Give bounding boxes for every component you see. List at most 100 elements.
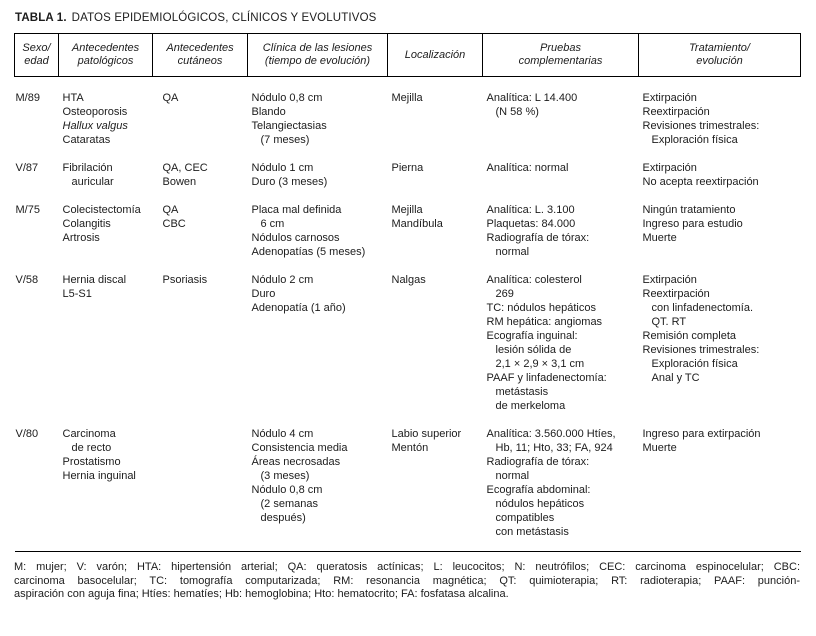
- cell-line: Revisiones trimestrales:: [642, 344, 760, 356]
- table-cell: Nódulo 4 cm Consistencia media Áreas necro…: [247, 427, 388, 552]
- cell-line: L5-S1: [62, 288, 92, 300]
- table-cell: V/87: [15, 161, 59, 203]
- cell-line: (N 58 %): [495, 106, 539, 118]
- cell-line: Radiografía de tórax:: [486, 232, 590, 244]
- cell-line: con linfadenectomía.: [651, 302, 754, 314]
- table-cell: Psoriasis: [153, 273, 248, 427]
- cell-line: Blando: [251, 106, 286, 118]
- cell-line: Analítica: L 14.400: [486, 92, 578, 104]
- column-header-line: Antecedentes: [71, 42, 140, 54]
- table-cell: Carcinoma de recto Prostatismo Hernia ingui…: [58, 427, 153, 552]
- cell-line: Nódulos carnosos: [251, 232, 340, 244]
- table-cell: Extirpación Reextirpación con linfadenecto…: [639, 273, 801, 427]
- cell-line: Nalgas: [391, 274, 426, 286]
- cell-line: Extirpación: [642, 162, 697, 174]
- table-cell: Analítica: L 14.400 (N 58 %): [483, 77, 639, 162]
- column-header-localizacion: Localización: [387, 33, 483, 77]
- cell-line: Ingreso para estudio: [642, 218, 743, 230]
- column-header-line: cutáneos: [177, 55, 223, 67]
- cell-line: Pierna: [391, 162, 424, 174]
- cell-line: Mentón: [391, 442, 429, 454]
- cell-line: con metástasis: [495, 526, 569, 538]
- cell-line: Áreas necrosadas: [251, 456, 341, 468]
- cell-line: Hb, 11; Hto, 33; FA, 924: [495, 442, 613, 454]
- paper-table-figure: TABLA 1. DATOS EPIDEMIOLÓGICOS, CLÍNICOS …: [14, 12, 801, 602]
- table-cell: Labio superior Mentón: [387, 427, 483, 552]
- cell-line: Ingreso para extirpación: [642, 428, 761, 440]
- cell-line: TC: nódulos hepáticos: [486, 302, 596, 314]
- table-cell: Analítica: L. 3.100 Plaquetas: 84.000 Radi…: [483, 203, 639, 273]
- column-header-line: Localización: [404, 48, 466, 61]
- data-table: Sexo/edad Antecedentes patológicos Antecede…: [14, 33, 801, 552]
- cell-line: Extirpación: [642, 92, 697, 104]
- cell-line: Labio superior: [391, 428, 462, 440]
- table-cell: Analítica: normal: [483, 161, 639, 203]
- cell-line: QA: [162, 92, 179, 104]
- column-header-clinica-lesiones: Clínica de las lesiones (tiempo de evoluc…: [247, 33, 388, 77]
- cell-line: Hernia discal: [62, 274, 127, 286]
- table-header: Sexo/edad Antecedentes patológicos Antecede…: [14, 33, 801, 77]
- table-cell: Ingreso para extirpación Muerte: [638, 427, 801, 552]
- table-cell: Nalgas: [388, 273, 483, 427]
- cell-line: Duro: [251, 288, 276, 300]
- column-header-tratamiento-evolucion: Tratamiento/evolución: [638, 33, 801, 77]
- cell-line: CBC: [162, 218, 186, 230]
- column-header-line: edad: [24, 55, 49, 67]
- column-header-line: patológicos: [77, 55, 134, 67]
- column-header-line: Tratamiento/: [689, 42, 750, 54]
- table-footnote: M: mujer; V: varón; HTA: hipertensión ar…: [14, 561, 800, 602]
- table-body: M/89 HTA Osteoporosis Hallux valgus Catarata…: [14, 77, 801, 552]
- column-header-line: Sexo/: [22, 42, 51, 54]
- cell-line: Plaquetas: 84.000: [486, 218, 576, 230]
- cell-line: Radiografía de tórax:: [486, 456, 590, 468]
- cell-line: Anal y TC: [651, 372, 700, 384]
- cell-line: M/89: [15, 92, 40, 104]
- cell-line: QA, CEC: [162, 162, 208, 174]
- cell-line: Nódulo 1 cm: [251, 162, 314, 174]
- cell-line: Hallux valgus: [62, 120, 128, 132]
- cell-line: nódulos hepáticos: [495, 498, 585, 510]
- cell-line: Nódulo 4 cm: [251, 428, 314, 440]
- cell-line: Colecistectomía: [62, 204, 141, 216]
- cell-line: PAAF y linfadenectomía:: [486, 372, 607, 384]
- cell-line: Nódulo 2 cm: [251, 274, 314, 286]
- table-cell: [152, 427, 248, 552]
- table-caption: DATOS EPIDEMIOLÓGICOS, CLÍNICOS Y EVOLUT…: [71, 12, 377, 24]
- table-cell: V/80: [14, 427, 59, 552]
- column-header-pruebas-complementarias: Pruebas complementarias: [482, 33, 639, 77]
- cell-line: Nódulo 0,8 cm: [251, 484, 323, 496]
- cell-line: Analítica: 3.560.000 Htíes,: [486, 428, 616, 440]
- cell-line: 2,1 × 2,9 × 3,1 cm: [495, 358, 585, 370]
- table-cell: V/58: [15, 273, 59, 427]
- cell-line: V/80: [15, 428, 39, 440]
- column-header-antecedentes-patologicos: Antecedentes patológicos: [58, 33, 153, 77]
- cell-line: 269: [495, 288, 514, 300]
- table-cell: QA, CEC Bowen: [153, 161, 248, 203]
- cell-line: Revisiones trimestrales:: [642, 120, 760, 132]
- cell-line: Mejilla: [391, 92, 423, 104]
- table-header-row: Sexo/edad Antecedentes patológicos Antecede…: [14, 33, 801, 77]
- cell-line: Reextirpación: [642, 288, 710, 300]
- table-cell: M/89: [15, 77, 59, 162]
- cell-line: Analítica: L. 3.100: [486, 204, 575, 216]
- column-header-sexo-edad: Sexo/edad: [14, 33, 59, 77]
- cell-line: Ecografía inguinal:: [486, 330, 578, 342]
- column-header-line: Clínica de las lesiones: [262, 42, 373, 54]
- cell-line: de merkeloma: [495, 400, 566, 412]
- cell-line: Placa mal definida: [251, 204, 342, 216]
- table-cell: Nódulo 0,8 cm Blando Telangiectasias (7 mes…: [248, 77, 388, 162]
- footnote-line: carcinoma basocelular; TC: tomografía co…: [14, 574, 800, 587]
- cell-line: después): [260, 512, 306, 524]
- cell-line: normal: [495, 470, 530, 482]
- cell-line: auricular: [71, 176, 114, 188]
- cell-line: Muerte: [642, 442, 677, 454]
- table-cell: Extirpación Reextirpación Revisiones trime…: [639, 77, 801, 162]
- column-header-antecedentes-cutaneos: Antecedentes cutáneos: [152, 33, 248, 77]
- cell-line: Mandíbula: [391, 218, 443, 230]
- table-cell: M/75: [15, 203, 59, 273]
- cell-line: Artrosis: [62, 232, 100, 244]
- cell-line: Carcinoma: [62, 428, 116, 440]
- column-header-line: evolución: [696, 55, 743, 67]
- cell-line: Prostatismo: [62, 456, 121, 468]
- cell-line: Colangitis: [62, 218, 111, 230]
